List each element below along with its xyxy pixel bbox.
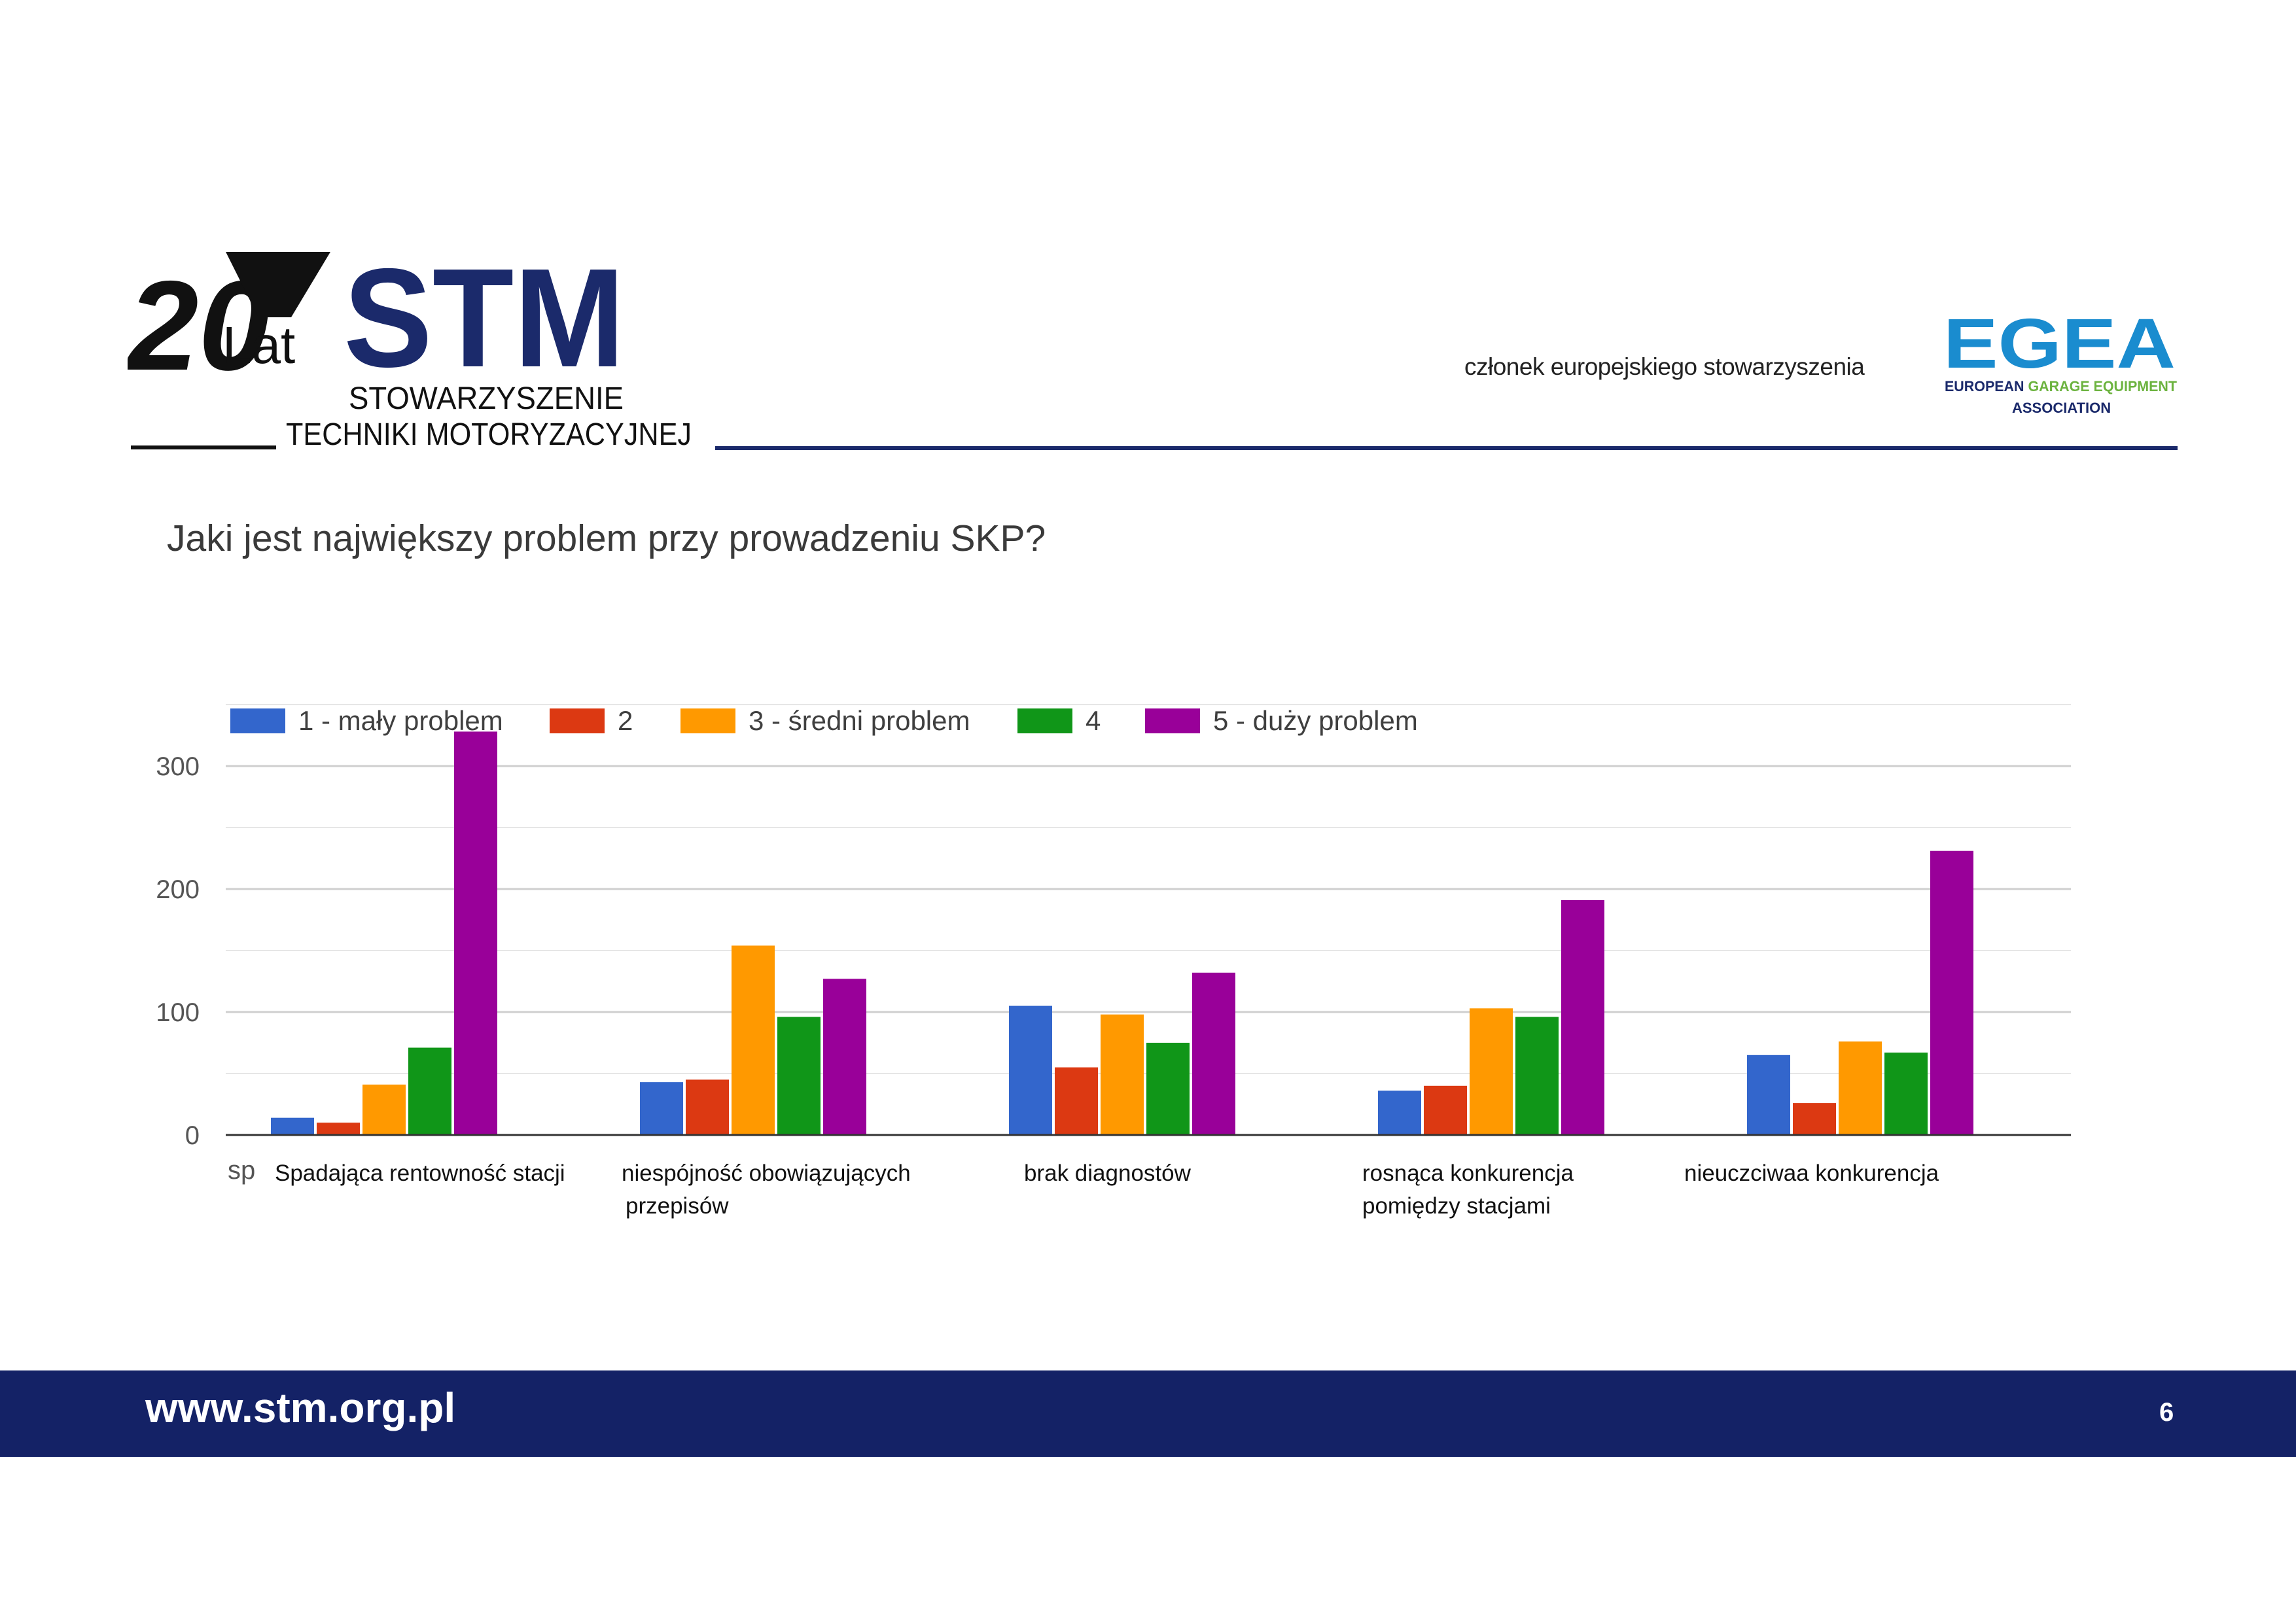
stm-logo: 20 Lat STM STOWARZYSZENIE TECHNIKI MOTOR… [128,245,692,452]
bar-5-1 [454,731,497,1135]
stm-logo-line2: TECHNIKI MOTORYZACYJNEJ [286,417,692,452]
y-tick-label: 200 [156,875,200,904]
stm-logo-brand: STM [344,245,625,396]
category-label: niespójność obowiązujących [622,1161,911,1186]
stm-logo-line1: STOWARZYSZENIE [349,381,624,416]
y-tick-label: 300 [156,752,200,781]
legend-swatch [230,708,285,733]
legend-swatch [550,708,605,733]
egea-logo-brand: EGEA [1943,307,2176,383]
footer-url: www.stm.org.pl [145,1384,456,1431]
bar-4-4 [1515,1017,1559,1135]
chart-legend: 1 - mały problem 2 3 - średni problem 4 5 - … [230,705,1418,736]
bar-3-4 [1470,1008,1513,1135]
bar-5-3 [1192,972,1235,1135]
question-title: Jaki jest największy problem przy prowad… [167,517,1046,559]
bar-2-5 [1793,1103,1836,1135]
member-text: członek europejskiego stowarzyszenia [1464,353,1865,380]
bar-5-4 [1561,899,1604,1135]
stm-logo-slash [226,252,330,317]
bar-2-4 [1424,1085,1467,1135]
y-tick-label: 0 [185,1121,200,1150]
y-tick-label: 100 [156,998,200,1027]
bar-3-2 [732,945,775,1135]
bar-2-3 [1055,1067,1098,1135]
bar-1-1 [271,1117,314,1135]
bar-5-2 [823,979,866,1135]
bar-4-1 [408,1047,451,1135]
bar-1-5 [1747,1055,1790,1135]
header-rule-right [715,446,2178,450]
category-label: Spadająca rentowność stacji [275,1161,565,1186]
bar-3-1 [362,1084,406,1135]
legend-swatch [1017,708,1072,733]
bar-1-2 [640,1082,683,1135]
legend-label: 3 - średni problem [749,705,970,736]
category-label: pomiędzy stacjami [1362,1193,1551,1219]
header-rule-left [131,445,276,449]
egea-logo: EGEA EUROPEAN GARAGE EQUIPMENT ASSOCIATI… [1943,307,2178,416]
bar-4-2 [777,1017,821,1135]
bar-4-5 [1884,1053,1928,1135]
egea-logo-line1: EUROPEAN GARAGE EQUIPMENT [1945,378,2178,394]
bar-4-3 [1146,1043,1190,1135]
legend-label: 4 [1086,705,1101,736]
chart-gridlines [226,704,2071,1074]
bar-2-1 [317,1123,360,1135]
chart-labels: sp Spadająca rentowność stacji niespójność… [228,1156,1939,1219]
bar-1-3 [1009,1005,1052,1135]
category-label: rosnąca konkurencja [1362,1161,1574,1186]
chart-bars [271,731,1973,1135]
chart-axis: 0 100 200 300 [156,752,2071,1150]
legend-swatch [1145,708,1200,733]
bar-2-2 [686,1079,729,1135]
egea-logo-line2: ASSOCIATION [2012,400,2111,416]
category-label: nieuczciwaa konkurencja [1684,1161,1939,1186]
egea-logo-line1-b: GARAGE EQUIPMENT [2028,378,2177,394]
bar-5-5 [1930,850,1973,1135]
bar-3-3 [1101,1014,1144,1135]
legend-label: 2 [618,705,633,736]
stm-logo-lat: Lat [222,316,295,374]
bar-3-5 [1839,1041,1882,1135]
category-label: przepisów [626,1193,729,1219]
page-number: 6 [2159,1398,2174,1427]
category-label: brak diagnostów [1024,1161,1192,1186]
egea-logo-line1-a: EUROPEAN [1945,378,2028,394]
legend-label: 5 - duży problem [1213,705,1418,736]
x-axis-stub: sp [228,1156,255,1185]
bar-1-4 [1378,1091,1421,1135]
footer-bar: www.stm.org.pl 6 [0,1370,2296,1457]
legend-label: 1 - mały problem [298,705,503,736]
legend-swatch [680,708,735,733]
